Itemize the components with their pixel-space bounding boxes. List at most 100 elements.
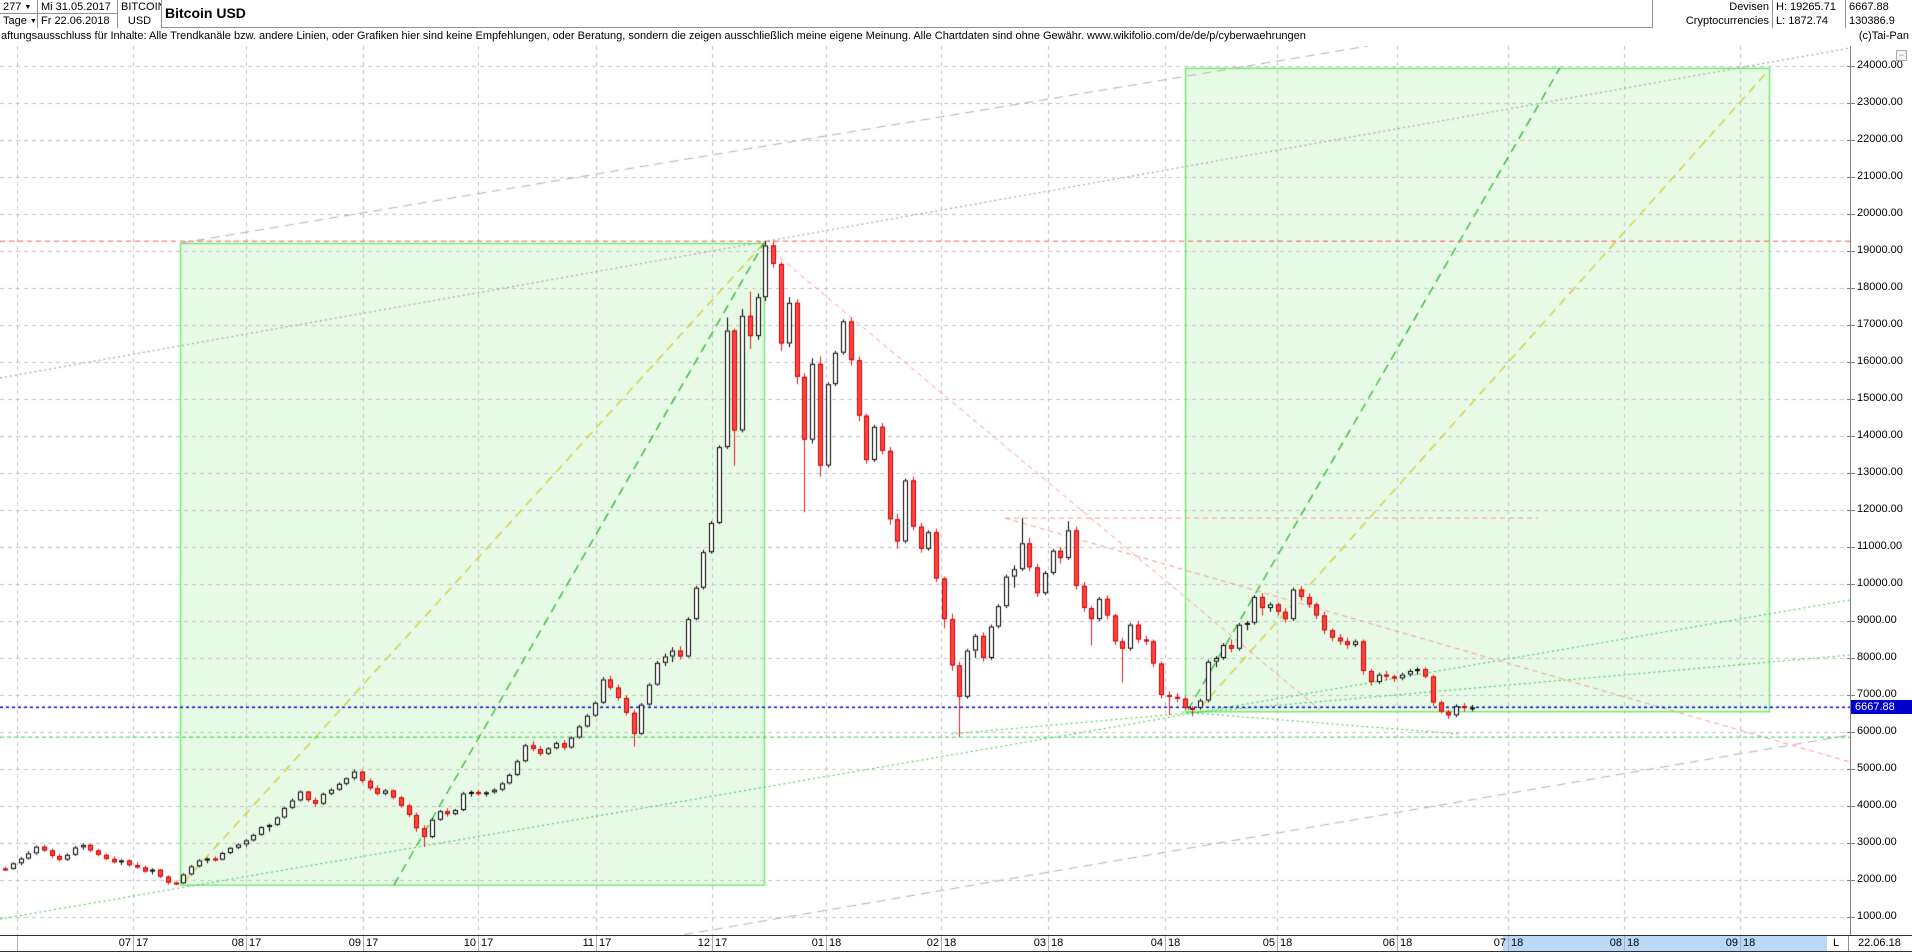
symbol: BITCOIN (121, 1, 161, 13)
y-axis-tick (1847, 621, 1855, 622)
y-axis-tick (1847, 288, 1855, 289)
y-axis-label: 19000.00 (1857, 244, 1903, 256)
chart-header: 277 ▼ Tage ▼ Mi 31.05.2017 Fr 22.06.2018… (0, 0, 1912, 28)
last-price: 6667.88 (1849, 1, 1889, 13)
y-axis-tick (1847, 843, 1855, 844)
x-axis-tick (1508, 936, 1509, 951)
y-axis-tick (1847, 140, 1855, 141)
y-axis-label: 15000.00 (1857, 392, 1903, 404)
x-axis-tick (596, 936, 597, 951)
y-axis-tick (1847, 325, 1855, 326)
category-cell: Devisen Cryptocurrencies (1652, 0, 1772, 28)
high-low-cell: H: 19265.71 L: 1872.74 (1772, 0, 1845, 28)
y-axis-tick (1847, 658, 1855, 659)
y-axis-label: 14000.00 (1857, 429, 1903, 441)
last-volume-cell: 6667.88 130386.9 (1845, 0, 1912, 28)
x-axis-tick (1048, 936, 1049, 951)
x-axis-tick (941, 936, 942, 951)
y-axis-label: 8000.00 (1857, 651, 1897, 663)
x-axis-tick (478, 936, 479, 951)
y-axis-tick (1847, 214, 1855, 215)
y-axis-tick (1847, 510, 1855, 511)
y-axis-label: 5000.00 (1857, 762, 1897, 774)
y-axis-label: 24000.00 (1857, 59, 1903, 71)
y-axis-tick (1847, 436, 1855, 437)
y-axis-label: 10000.00 (1857, 577, 1903, 589)
symbol-currency: USD (127, 15, 152, 27)
y-axis-label: 2000.00 (1857, 873, 1897, 885)
x-axis-tick (712, 936, 713, 951)
x-axis-tick (826, 936, 827, 951)
date-to[interactable]: Fr 22.06.2018 (41, 15, 110, 27)
high-value: H: 19265.71 (1776, 1, 1836, 13)
last-bar-marker: L (1833, 937, 1840, 949)
future-period-highlight (1503, 936, 1827, 951)
y-axis-tick (1847, 769, 1855, 770)
symbol-cell: BITCOIN USD (118, 0, 162, 28)
y-axis-label: 23000.00 (1857, 96, 1903, 108)
y-axis-tick (1847, 806, 1855, 807)
y-axis-tick (1847, 251, 1855, 252)
y-axis-labels: 1000.00 2000.00 3000.00 4000.00 5000.00 6000.… (1847, 46, 1912, 935)
bars-count-dropdown[interactable]: 277 ▼ (0, 0, 37, 14)
chevron-down-icon: ▼ (24, 4, 32, 11)
y-axis-label: 12000.00 (1857, 503, 1903, 515)
collapse-icon[interactable]: − (1896, 50, 1907, 61)
y-axis-label: 16000.00 (1857, 355, 1903, 367)
y-axis-tick (1847, 177, 1855, 178)
candlestick-plot-area[interactable] (0, 46, 1850, 935)
y-axis-tick (1847, 103, 1855, 104)
category-line2: Cryptocurrencies (1685, 15, 1769, 27)
y-axis-label: 13000.00 (1857, 466, 1903, 478)
axis-end-separator (1848, 936, 1849, 951)
y-axis-tick (1847, 880, 1855, 881)
page-title: Bitcoin USD (165, 5, 246, 21)
y-axis-tick (1847, 584, 1855, 585)
x-axis-tick (1397, 936, 1398, 951)
y-axis-label: 20000.00 (1857, 207, 1903, 219)
last-date-label: 22.06.18 (1858, 937, 1901, 949)
period-settings: 277 ▼ Tage ▼ (0, 0, 38, 28)
x-axis-tick (1624, 936, 1625, 951)
x-axis-tick (1740, 936, 1741, 951)
y-axis-tick (1847, 66, 1855, 67)
y-axis-tick (1847, 547, 1855, 548)
y-axis-tick (1847, 917, 1855, 918)
y-axis-tick (1847, 473, 1855, 474)
y-axis-label: 11000.00 (1857, 540, 1903, 552)
volume-value: 130386.9 (1849, 15, 1895, 27)
y-axis-label: 18000.00 (1857, 281, 1903, 293)
y-axis-label: 7000.00 (1857, 688, 1897, 700)
x-axis-tick (17, 936, 18, 951)
y-axis-label: 6000.00 (1857, 725, 1897, 737)
y-axis-line (1850, 46, 1851, 936)
y-axis-label: 9000.00 (1857, 614, 1897, 626)
date-from[interactable]: Mi 31.05.2017 (38, 0, 117, 14)
category-line1: Devisen (1729, 1, 1769, 13)
date-range: Mi 31.05.2017 Fr 22.06.2018 (38, 0, 118, 28)
y-axis-label: 21000.00 (1857, 170, 1903, 182)
y-axis-tick (1847, 695, 1855, 696)
y-axis-label: 4000.00 (1857, 799, 1897, 811)
disclaimer-text: aftungsausschluss für Inhalte: Alle Tren… (1, 30, 1306, 42)
copyright-label: (c)Tai-Pan (1852, 28, 1909, 45)
y-axis-label: 17000.00 (1857, 318, 1903, 330)
low-value: L: 1872.74 (1776, 15, 1828, 27)
chevron-down-icon: ▼ (29, 18, 37, 25)
last-price-axis-badge: 6667.88 (1851, 700, 1912, 715)
y-axis-tick (1847, 732, 1855, 733)
x-axis-tick (133, 936, 134, 951)
x-axis-tick (246, 936, 247, 951)
x-axis-tick (1277, 936, 1278, 951)
x-axis: 07 17 08 17 09 17 10 17 11 17 12 17 01 18 02 18 03 18 04 18… (0, 935, 1912, 952)
y-axis-label: 1000.00 (1857, 910, 1897, 922)
y-axis-tick (1847, 399, 1855, 400)
x-axis-tick (363, 936, 364, 951)
x-axis-tick (1165, 936, 1166, 951)
y-axis-label: 22000.00 (1857, 133, 1903, 145)
y-axis-tick (1847, 362, 1855, 363)
disclaimer-bar: aftungsausschluss für Inhalte: Alle Tren… (0, 28, 1912, 46)
period-unit-dropdown[interactable]: Tage ▼ (3, 15, 37, 27)
y-axis-label: 3000.00 (1857, 836, 1897, 848)
